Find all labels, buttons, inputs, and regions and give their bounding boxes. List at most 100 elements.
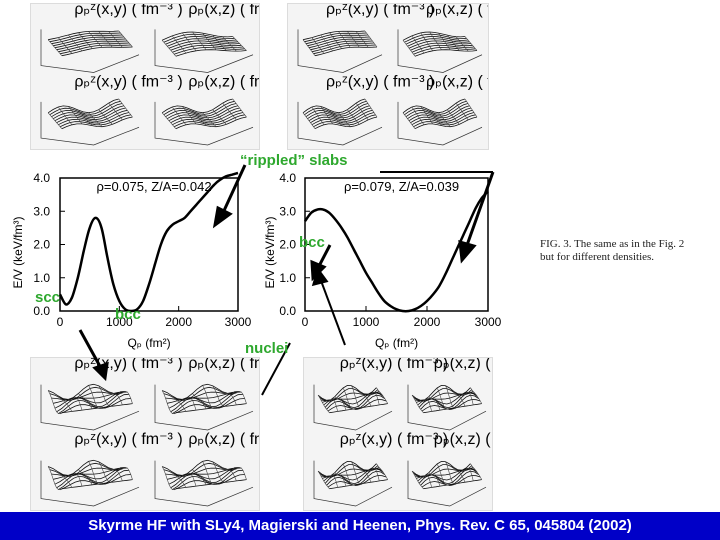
surface-plot: ρₚᶻ(x,y) ( fm⁻³ ) [297,74,434,146]
surface-axis-frame [313,460,393,507]
surface-mesh-line [167,391,238,404]
surface-plot: ρₚ(x,z) ( fm⁻³ ) [407,431,492,507]
line-chart-2: 0.0 1.0 2.0 3.0 4.0 0 1000 2000 3000 ρ=0.079, Z/A… [263,171,502,350]
annotation-nuclei: nuclei [245,340,289,357]
surface-mesh-line [232,467,247,480]
figure-caption: FIG. 3. The same as in the Fig. 2 but fo… [540,238,685,263]
surface-mesh-line [445,385,457,409]
surface-mesh-line [175,116,247,130]
surface-mesh-line [351,461,363,485]
surface-mesh-line [411,471,424,489]
surface-axis-frame [154,460,254,507]
annotation-bcc-left: bcc [115,306,141,323]
surface-axis-frame [407,460,487,507]
surface-mesh-line [376,463,388,480]
surface-mesh-line [407,38,470,47]
surface-mesh-line [355,31,369,48]
surface-mesh-line [302,30,366,41]
surface-mesh-line [402,31,466,41]
surface-mesh-line [420,474,432,488]
surface-panel-top-left: ρₚᶻ(x,y) ( fm⁻³ ) ρₚ(x,z) ( fm⁻³ ) ρₚᶻ(x,y… [30,3,260,150]
surface-mesh-line [57,471,73,488]
surface-plot-label: ρₚᶻ(x,y) ( fm⁻³ ) [74,431,182,448]
surface-mesh-line [49,32,121,43]
surface-axis-frame [154,29,254,73]
surface-mesh-line [359,467,372,483]
surface-mesh-line [202,461,217,485]
surface-mesh-line [78,393,93,409]
surface-mesh-line [167,105,239,120]
surface-mesh-line [461,391,474,405]
surface-mesh-line [58,112,130,126]
surface-mesh-line [78,32,93,49]
surface-mesh-line [161,112,177,129]
surface-mesh-line [417,391,477,406]
surface-mesh-line [311,106,325,125]
surface-mesh-line [304,100,367,116]
surface-plot-label: ρₚᶻ(x,y) ( fm⁻³ ) [326,74,434,91]
surface-mesh-line [320,467,380,478]
surface-mesh-line [317,385,377,401]
surface-mesh-line [423,403,482,414]
surface-mesh-line [68,397,83,411]
surface-mesh-line [411,35,425,54]
surface-axis-frame [40,101,140,146]
surface-mesh-line [438,32,451,51]
surface-mesh-line [47,112,63,129]
surface-mesh-line [421,475,481,488]
surface-mesh-line [455,36,469,52]
surface-mesh-line [320,34,333,52]
surface-mesh-line [47,98,119,114]
surface-mesh-line [173,474,245,491]
surface-mesh-line [168,467,240,485]
surface-mesh-line [308,38,372,49]
surface-mesh-line [411,461,471,477]
surface-axis-frame [40,460,140,507]
surface-mesh-line [420,398,432,412]
surface-mesh-line [405,36,469,45]
y-tick-label: 4.0 [279,171,296,185]
surface-mesh-line [59,398,131,415]
surface-axis-frame [313,384,393,431]
surface-mesh-line [317,395,330,413]
surface-mesh-line [329,109,342,126]
surface-mesh-line [447,34,460,51]
series-line [303,190,489,313]
surface-mesh-line [222,36,237,52]
surface-mesh-line [404,100,467,116]
surface-mesh-line [367,391,380,405]
surface-mesh-line [402,112,416,129]
surface-mesh-line [302,98,366,114]
surface-mesh-line [163,462,235,477]
surface-plot: ρₚ(x,z) ( fm⁻³ ) [154,358,259,431]
surface-mesh-line [54,107,126,122]
surface-plot: ρₚᶻ(x,y) ( fm⁻³ ) [313,431,448,507]
x-tick-label: 2000 [165,315,192,329]
surface-mesh-line [351,385,363,409]
surface-mesh-line [48,30,119,41]
surface-mesh-line [222,467,237,482]
surface-mesh-line [88,385,103,409]
surface-mesh-line [88,112,103,127]
annotation-bcc-right: bcc [299,234,325,251]
surface-mesh-line [167,38,238,47]
line-chart-1: 0.0 1.0 2.0 3.0 4.0 0 1000 2000 3000 ρ=0.075, Z/A… [11,171,252,350]
surface-mesh-line [347,31,360,48]
x-axis-label: Qₚ (fm²) [375,336,418,350]
x-tick-label: 2000 [414,315,441,329]
surface-mesh-line [171,35,187,54]
x-tick-label: 1000 [106,315,133,329]
surface-mesh-line [60,44,131,55]
surface-mesh-line [108,467,123,482]
surface-mesh-line [171,395,187,412]
surface-mesh-line [342,463,355,486]
surface-mesh-line [182,473,197,487]
surface-plot-label: ρₚ(x,z) ( fm⁻³ ) [426,74,488,91]
surface-mesh-line [98,385,113,407]
surface-mesh-line [47,39,63,56]
surface-mesh-line [326,398,338,412]
surface-mesh-line [222,102,237,121]
surface-mesh-line [222,391,237,406]
surface-mesh-line [417,467,477,482]
surface-plot: ρₚᶻ(x,y) ( fm⁻³ ) [313,358,448,431]
